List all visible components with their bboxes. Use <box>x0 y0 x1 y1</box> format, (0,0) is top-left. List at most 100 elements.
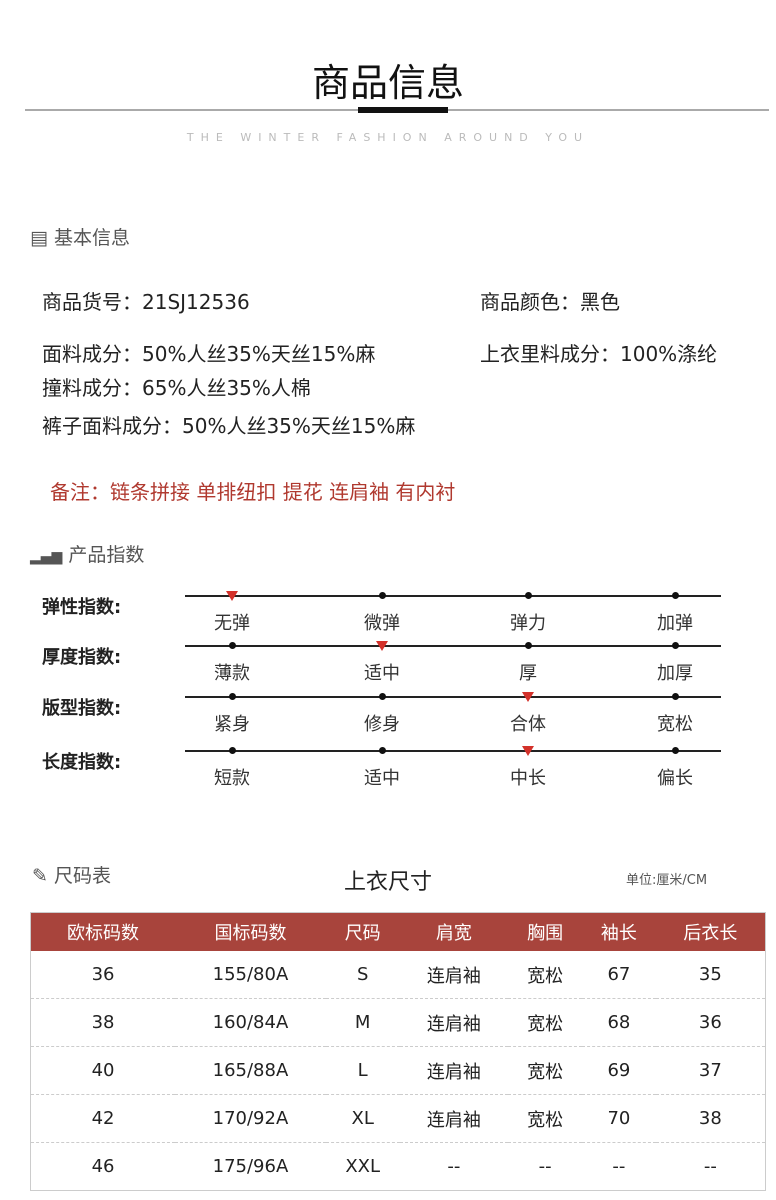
index-option: 加弹 <box>657 613 693 634</box>
basic-info-heading: ▤ 基本信息 <box>30 223 130 250</box>
index-option: 合体 <box>510 714 546 735</box>
table-cell: -- <box>399 1142 509 1191</box>
table-cell: 宽松 <box>508 1046 583 1095</box>
index-scale-line <box>185 645 721 647</box>
table-cell: 69 <box>582 1046 656 1095</box>
column-header: 尺码 <box>325 912 400 951</box>
table-cell: 165/88A <box>175 1046 326 1095</box>
table-cell: M <box>325 998 400 1047</box>
column-header: 袖长 <box>582 912 656 951</box>
scale-dot <box>378 693 386 700</box>
table-row: 40 165/88A L 连肩袖 宽松 69 37 <box>30 1046 766 1095</box>
table-title: 上衣尺寸 <box>343 870 432 895</box>
subtitle: THE WINTER FASHION AROUND YOU <box>186 131 590 144</box>
table-cell: 170/92A <box>175 1094 326 1143</box>
index-option: 薄款 <box>214 663 250 684</box>
index-scale-line <box>185 750 721 752</box>
heading-text: 基本信息 <box>54 227 131 249</box>
index-label: 长度指数: <box>42 752 122 773</box>
selected-marker-icon <box>226 591 238 601</box>
table-cell: 38 <box>655 1094 766 1143</box>
table-row: 42 170/92A XL 连肩袖 宽松 70 38 <box>30 1094 766 1143</box>
table-cell: 70 <box>582 1094 656 1143</box>
scale-dot <box>228 747 236 754</box>
info-field: 商品颜色：黑色 <box>480 286 620 315</box>
info-field: 撞料成分：65%人丝35%人棉 <box>42 372 311 401</box>
divider-accent <box>358 107 448 113</box>
info-field: 裤子面料成分：50%人丝35%天丝15%麻 <box>42 410 415 439</box>
index-option: 中长 <box>510 768 546 789</box>
unit-label: 单位:厘米/CM <box>626 873 708 888</box>
index-option: 微弹 <box>364 613 400 634</box>
table-cell: 连肩袖 <box>399 998 509 1047</box>
scale-dot <box>378 592 386 599</box>
note-label: 备注： <box>50 480 110 504</box>
index-option: 宽松 <box>657 714 693 735</box>
note: 备注：链条拼接 单排纽扣 提花 连肩袖 有内衬 <box>50 476 455 505</box>
index-option: 紧身 <box>214 714 250 735</box>
table-cell: XL <box>325 1094 400 1143</box>
index-option: 短款 <box>214 768 250 789</box>
table-cell: 宽松 <box>508 951 583 999</box>
index-heading: ▂▄▆ 产品指数 <box>30 540 144 567</box>
table-cell: XXL <box>325 1142 400 1191</box>
note-text: 链条拼接 单排纽扣 提花 连肩袖 有内衬 <box>110 480 456 504</box>
table-cell: 连肩袖 <box>399 951 509 999</box>
size-heading: ✎ 尺码表 <box>32 861 111 888</box>
table-cell: 36 <box>30 951 176 999</box>
index-option: 无弹 <box>214 613 250 634</box>
table-cell: 连肩袖 <box>399 1046 509 1095</box>
index-scale-line <box>185 696 721 698</box>
index-option: 加厚 <box>657 663 693 684</box>
info-field: 面料成分：50%人丝35%天丝15%麻 <box>42 338 375 367</box>
column-header: 后衣长 <box>655 912 766 951</box>
scale-dot <box>524 592 532 599</box>
table-row: 46 175/96A XXL -- -- -- -- <box>30 1142 766 1191</box>
selected-marker-icon <box>376 641 388 651</box>
scale-dot <box>671 642 679 649</box>
index-label: 弹性指数: <box>42 597 122 618</box>
table-cell: 155/80A <box>175 951 326 999</box>
heading-text: 尺码表 <box>53 865 111 887</box>
table-cell: 36 <box>655 998 766 1047</box>
scale-dot <box>671 592 679 599</box>
scale-dot <box>378 747 386 754</box>
scale-dot <box>228 642 236 649</box>
page-title: 商品信息 <box>311 61 464 105</box>
table-cell: S <box>325 951 400 999</box>
table-cell: 67 <box>582 951 656 999</box>
column-header: 欧标码数 <box>30 912 176 951</box>
table-cell: 42 <box>30 1094 176 1143</box>
field-label: 裤子面料成分： <box>42 414 182 438</box>
document-icon: ▤ <box>30 227 48 249</box>
column-header: 国标码数 <box>175 912 326 951</box>
info-field: 商品货号：21SJ12536 <box>42 286 250 315</box>
index-option: 修身 <box>364 714 400 735</box>
table-cell: 宽松 <box>508 1094 583 1143</box>
field-label: 上衣里料成分： <box>480 342 620 366</box>
field-value: 50%人丝35%天丝15%麻 <box>142 342 376 366</box>
table-cell: 38 <box>30 998 176 1047</box>
field-value: 黑色 <box>580 290 620 314</box>
index-scale-line <box>185 595 721 597</box>
table-cell: 35 <box>655 951 766 999</box>
table-cell: 40 <box>30 1046 176 1095</box>
field-label: 商品颜色： <box>480 290 580 314</box>
field-value: 50%人丝35%天丝15%麻 <box>182 414 416 438</box>
field-label: 商品货号： <box>42 290 142 314</box>
table-cell: 宽松 <box>508 998 583 1047</box>
field-value: 21SJ12536 <box>142 290 250 314</box>
table-cell: 68 <box>582 998 656 1047</box>
field-value: 100%涤纶 <box>620 342 718 366</box>
index-option: 偏长 <box>657 768 693 789</box>
field-value: 65%人丝35%人棉 <box>142 376 311 400</box>
selected-marker-icon <box>522 746 534 756</box>
table-cell: -- <box>582 1142 656 1191</box>
index-label: 版型指数: <box>42 698 122 719</box>
size-table: 欧标码数 国标码数 尺码 肩宽 胸围 袖长 后衣长 36 155/80A S 连肩袖 宽松 67 35 3… <box>30 912 766 1191</box>
field-label: 面料成分： <box>42 342 142 366</box>
index-label: 厚度指数: <box>42 647 122 668</box>
scale-dot <box>671 747 679 754</box>
info-field: 上衣里料成分：100%涤纶 <box>480 338 717 367</box>
